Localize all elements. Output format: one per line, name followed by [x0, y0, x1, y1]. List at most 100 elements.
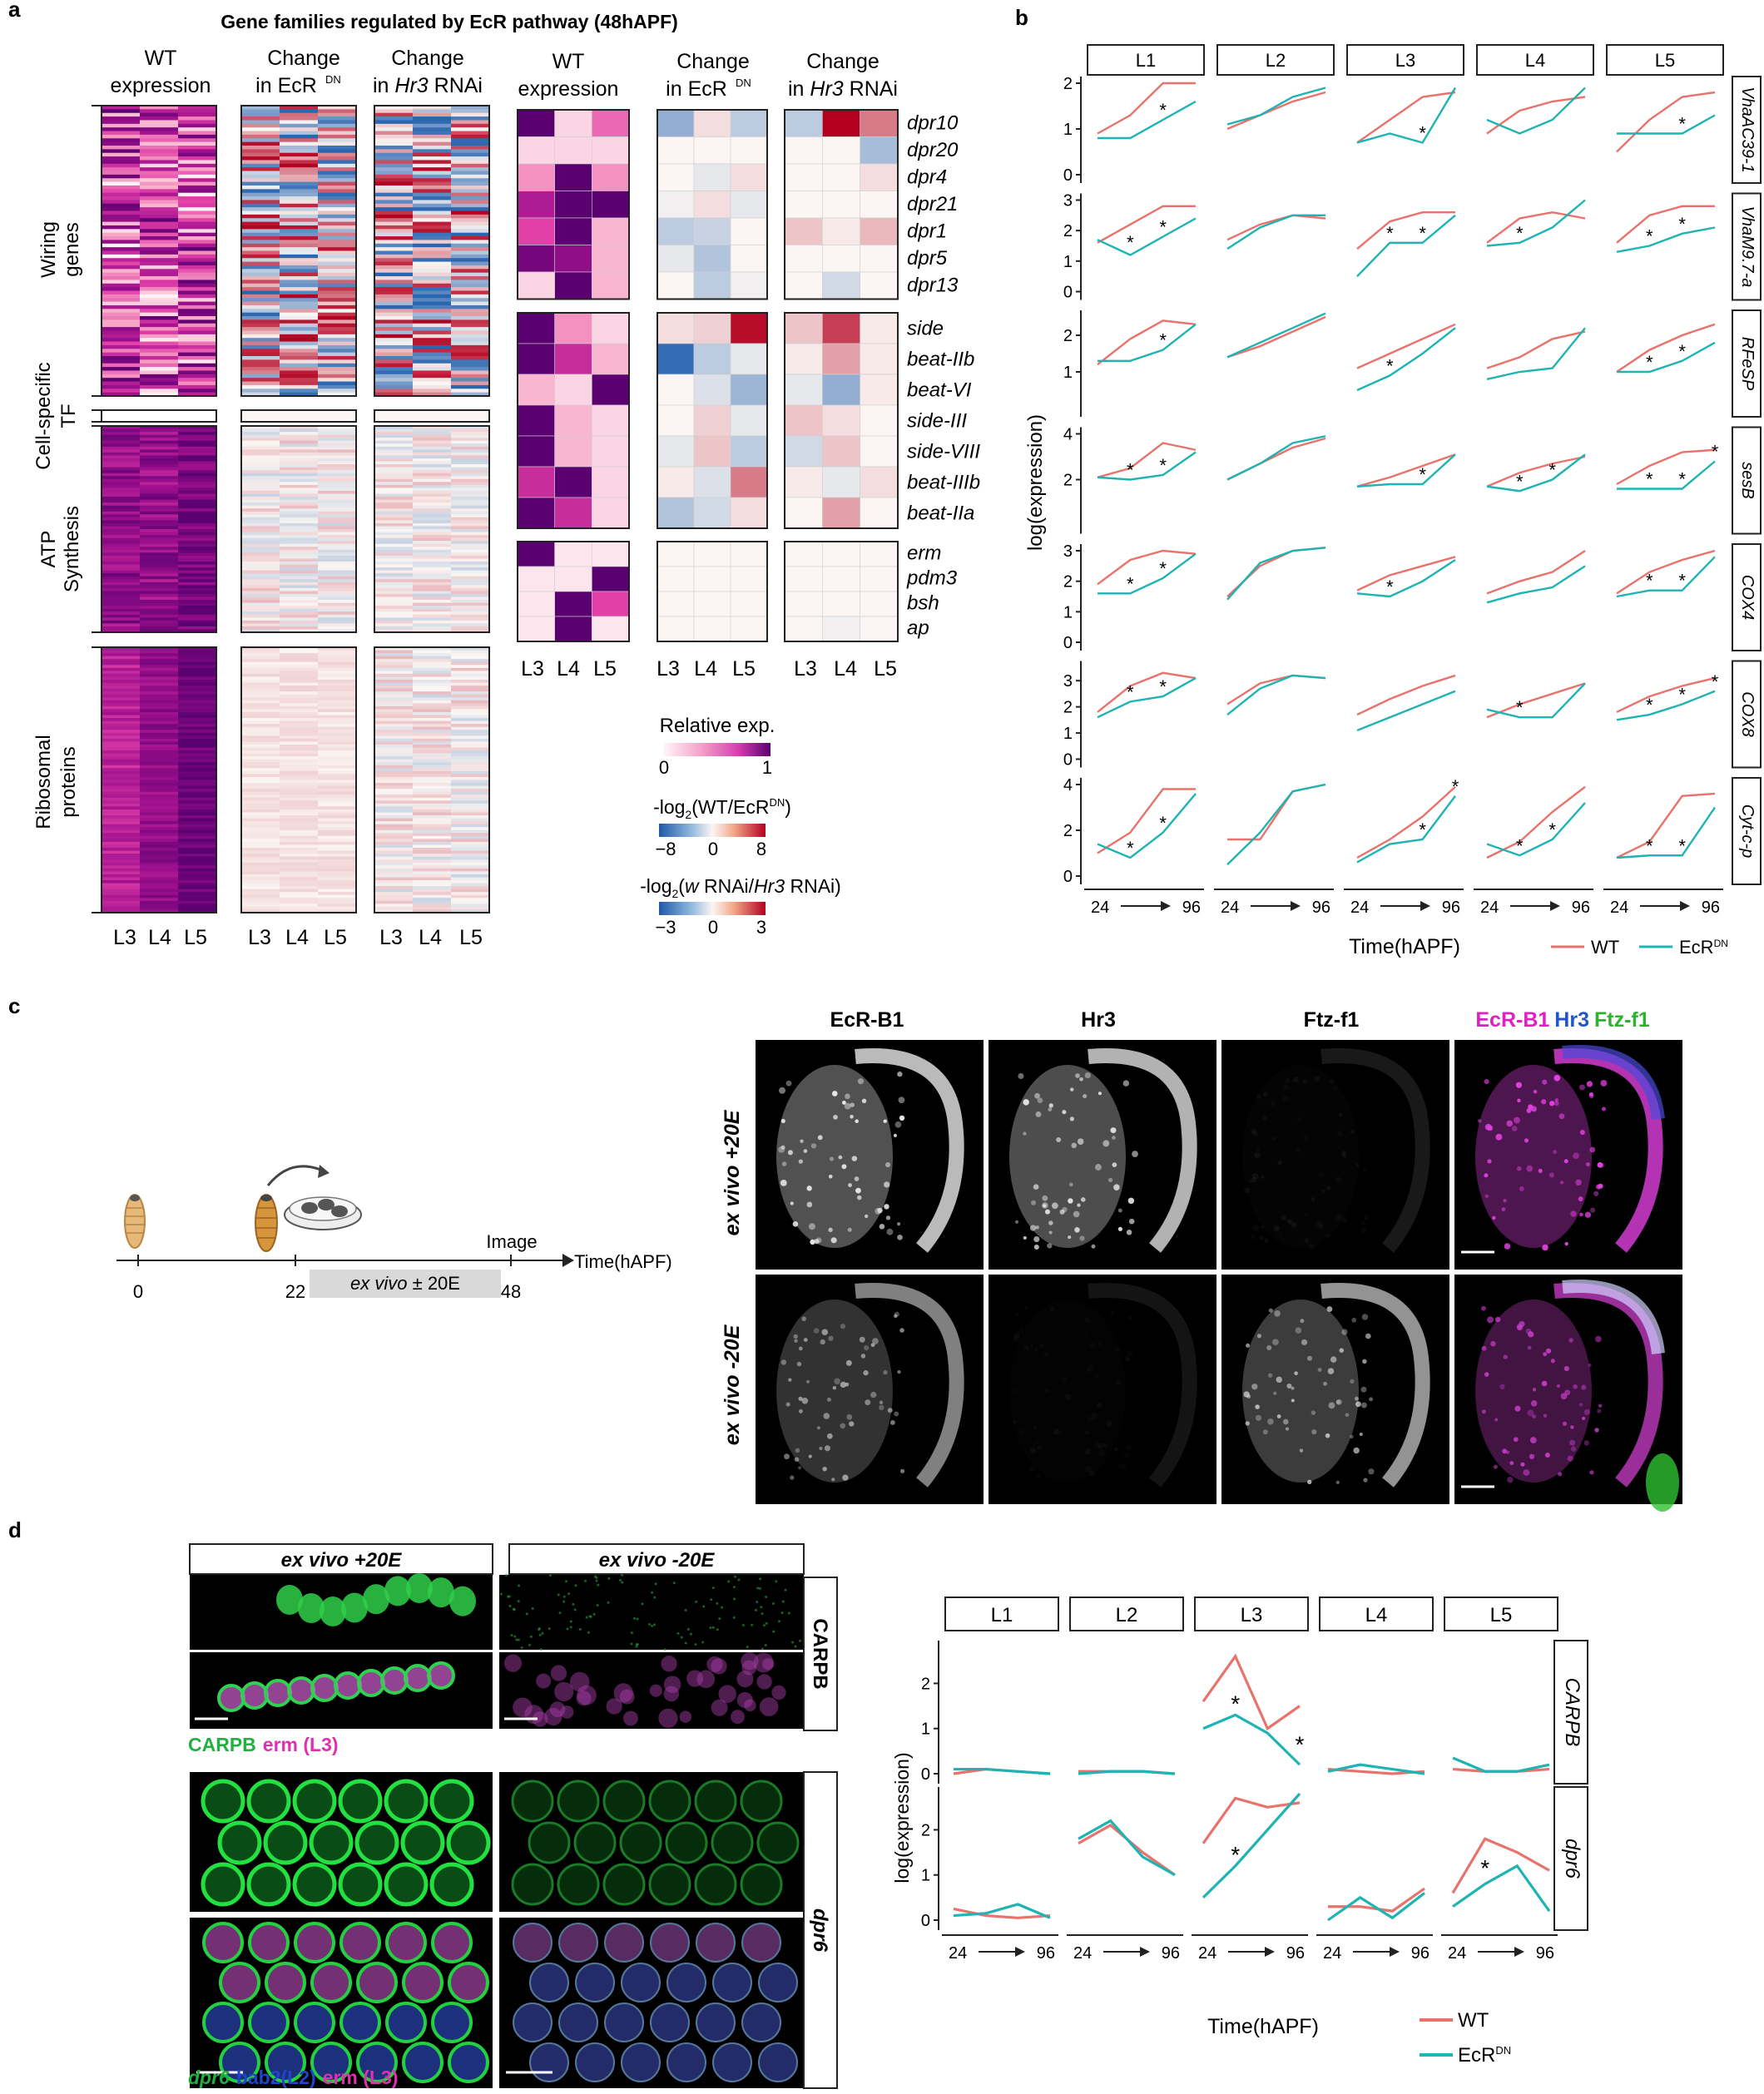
nucleus-dot — [1478, 1119, 1482, 1123]
heatmap-cell — [241, 585, 280, 589]
heatmap-cell — [241, 145, 280, 150]
nucleus-dot — [1543, 1413, 1548, 1418]
zoom-heatmap-cell — [554, 109, 592, 137]
facet-row-label: COX8 — [1738, 691, 1757, 736]
zoom-heatmap-cell — [784, 435, 823, 468]
heatmap-cell — [280, 735, 319, 740]
heatmap-cell — [102, 647, 141, 651]
heatmap-cell — [374, 254, 414, 259]
heatmap-cell — [140, 261, 179, 266]
heatmap-cell — [102, 659, 141, 663]
heatmap-cell — [374, 499, 414, 503]
heatmap-frame — [240, 105, 357, 397]
heatmap-cell — [451, 682, 490, 686]
heatmap-cell — [178, 370, 217, 375]
zoom-heatmap-cell — [860, 271, 899, 299]
heatmap-cell — [178, 700, 217, 704]
heatmap-cell — [374, 505, 414, 509]
nucleus-dot — [1598, 1183, 1603, 1189]
heatmap-cell — [241, 434, 280, 438]
nucleus-dot — [1299, 1448, 1304, 1453]
heatmap-cell — [318, 859, 357, 864]
heatmap-cell — [140, 149, 179, 154]
heatmap-cell — [102, 691, 141, 696]
heatmap-cell — [140, 900, 179, 904]
heatmap-cell — [102, 359, 141, 364]
nucleus-dot — [798, 1159, 804, 1164]
heatmap-cell — [451, 461, 490, 465]
heatmap-cell — [140, 700, 179, 704]
heatmap-cell — [318, 514, 357, 518]
heatmap-cell — [451, 906, 490, 910]
heatmap-cell — [140, 232, 179, 237]
heatmap-cell — [451, 667, 490, 671]
heatmap-cell — [140, 854, 179, 858]
cell — [661, 1656, 677, 1672]
heatmap-cell — [451, 138, 490, 143]
heatmap-cell — [318, 626, 357, 630]
heatmap-cell — [280, 290, 319, 295]
heatmap-cell — [140, 812, 179, 816]
heatmap-cell — [374, 770, 414, 775]
heatmap-cell — [413, 532, 452, 536]
heatmap-cell — [413, 522, 452, 527]
heatmap-cell — [374, 134, 414, 139]
heatmap-cell — [413, 370, 452, 375]
heatmap-cell — [413, 440, 452, 444]
heatmap-cell — [241, 120, 280, 125]
wt-line — [1616, 448, 1716, 486]
heatmap-cell — [374, 280, 414, 285]
heatmap-cell — [241, 608, 280, 612]
heatmap-cell — [318, 726, 357, 730]
heatmap-cell — [280, 711, 319, 716]
heatmap-cell — [280, 602, 319, 606]
nucleus-dot — [1481, 1409, 1486, 1414]
nucleus-dot — [1570, 1210, 1577, 1217]
heatmap-cell — [178, 829, 217, 834]
zoom-heatmap-frame — [657, 109, 768, 300]
heatmap-cell — [280, 294, 319, 299]
gene-label: bsh — [907, 592, 939, 615]
heatmap-cell — [140, 488, 179, 492]
heatmap-cell — [413, 232, 452, 237]
heatmap-cell — [178, 207, 217, 212]
heatmap-cell — [413, 356, 452, 360]
heatmap-cell — [178, 679, 217, 684]
heatmap-cell — [318, 541, 357, 545]
nucleus-dot — [1335, 1399, 1340, 1404]
heatmap-cell — [280, 770, 319, 775]
heatmap-cell — [374, 250, 414, 255]
x-end-label: 96 — [1536, 1944, 1554, 1963]
heatmap-cell — [140, 667, 179, 671]
nucleus-dot — [1285, 1427, 1290, 1431]
cell — [246, 1779, 291, 1824]
heatmap-cell — [318, 207, 357, 212]
nucleus-dot — [1048, 1107, 1053, 1111]
heatmap-cell — [102, 473, 141, 477]
heatmap-cell — [140, 732, 179, 736]
zoom-heatmap-cell — [730, 109, 768, 137]
heatmap-cell — [102, 711, 141, 716]
heatmap-cell — [241, 715, 280, 719]
heatmap-cell — [102, 478, 141, 483]
heatmap-cell — [178, 741, 217, 745]
heatmap-cell — [374, 676, 414, 681]
heatmap-cell — [413, 378, 452, 383]
heatmap-cell — [318, 265, 357, 270]
heatmap-cell — [451, 909, 490, 913]
heatmap-frame — [240, 425, 357, 633]
heatmap-cell — [318, 426, 357, 430]
significance-star: * — [1516, 697, 1524, 718]
heatmap-cell — [451, 363, 490, 368]
ecr-line — [1486, 199, 1586, 247]
heatmap-cell — [178, 452, 217, 456]
significance-star: * — [1127, 573, 1134, 594]
heatmap-cell — [318, 276, 357, 280]
heatmap-cell — [280, 606, 319, 610]
heatmap-cell — [374, 697, 414, 701]
heatmap-cell — [102, 600, 141, 604]
heatmap-cell — [241, 330, 280, 335]
heatmap-cell — [178, 363, 217, 368]
wt-line — [1486, 96, 1586, 135]
